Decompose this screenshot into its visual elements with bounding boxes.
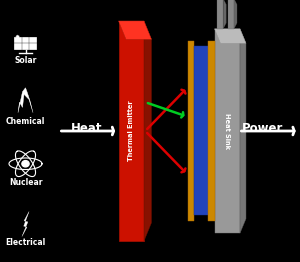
Polygon shape (22, 211, 29, 237)
FancyBboxPatch shape (228, 0, 234, 29)
Polygon shape (118, 21, 152, 39)
Text: Power: Power (242, 122, 283, 135)
Text: Electrical: Electrical (5, 238, 46, 247)
FancyBboxPatch shape (194, 46, 208, 215)
FancyBboxPatch shape (14, 37, 37, 50)
Polygon shape (18, 88, 33, 113)
Text: Heat Sink: Heat Sink (224, 113, 230, 149)
Text: Nuclear: Nuclear (9, 178, 42, 187)
Text: Heat: Heat (71, 122, 103, 135)
Polygon shape (223, 0, 226, 29)
FancyBboxPatch shape (208, 41, 215, 221)
FancyBboxPatch shape (217, 0, 223, 29)
FancyBboxPatch shape (214, 29, 240, 233)
Polygon shape (144, 21, 152, 241)
Text: Chemical: Chemical (6, 117, 45, 126)
Text: Thermal Emitter: Thermal Emitter (128, 101, 134, 161)
Text: Solar: Solar (14, 57, 37, 66)
Polygon shape (234, 0, 237, 29)
FancyBboxPatch shape (188, 41, 194, 221)
Polygon shape (214, 29, 246, 43)
Circle shape (22, 161, 29, 167)
Polygon shape (240, 29, 246, 233)
Text: ✸: ✸ (15, 35, 20, 40)
FancyBboxPatch shape (118, 21, 144, 241)
